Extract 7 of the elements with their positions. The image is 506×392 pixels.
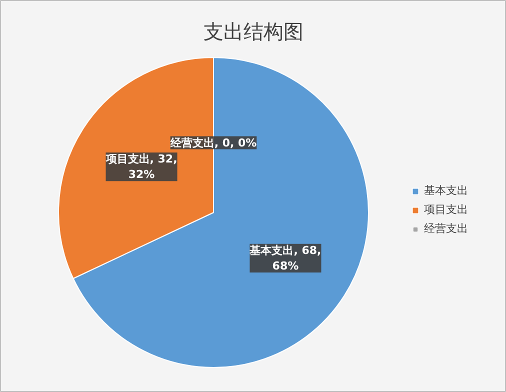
legend-label: 基本支出 — [424, 183, 468, 198]
data-label: 基本支出, 68, 68% — [248, 244, 322, 272]
legend-label: 项目支出 — [424, 202, 468, 217]
chart-title: 支出结构图 — [204, 20, 304, 44]
legend-label: 经营支出 — [424, 221, 468, 236]
text: 经营支出, 0, 0% — [170, 136, 257, 150]
data-label: 项目支出, 32, 32% — [104, 152, 178, 182]
